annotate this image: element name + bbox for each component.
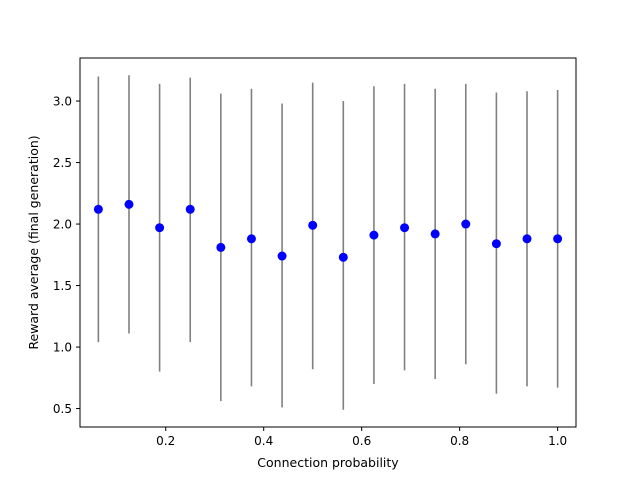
y-tick-label: 2.5 <box>53 156 72 170</box>
x-tick-label: 0.4 <box>254 434 273 448</box>
data-point <box>430 229 440 239</box>
data-point <box>461 219 471 229</box>
errorbar-layer <box>97 75 559 410</box>
x-tick-label: 1.0 <box>548 434 567 448</box>
y-tick-label: 3.0 <box>53 95 72 109</box>
y-tick-label: 0.5 <box>53 402 72 416</box>
data-point <box>308 220 318 230</box>
axes-frame <box>79 57 577 428</box>
data-point <box>369 230 379 240</box>
x-axis-ticks: 0.2 0.4 0.6 0.8 1.0 <box>156 427 567 448</box>
x-tick-label: 0.6 <box>352 434 371 448</box>
y-axis-ticks: 0.5 1.0 1.5 2.0 2.5 3.0 <box>53 95 80 416</box>
x-tick-label: 0.8 <box>450 434 469 448</box>
data-point <box>400 223 410 233</box>
data-point <box>93 204 103 214</box>
data-point <box>155 223 165 233</box>
x-axis-label: Connection probability <box>257 455 399 470</box>
data-point <box>216 242 226 252</box>
data-point <box>338 252 348 262</box>
data-point <box>491 239 501 249</box>
data-point <box>522 234 532 244</box>
y-axis-label: Reward average (final generation) <box>26 135 41 349</box>
data-point <box>246 234 256 244</box>
data-point <box>277 251 287 261</box>
y-tick-label: 1.5 <box>53 279 72 293</box>
point-layer <box>93 199 563 262</box>
data-point <box>553 234 563 244</box>
data-point <box>185 204 195 214</box>
x-tick-label: 0.2 <box>156 434 175 448</box>
y-tick-label: 2.0 <box>53 218 72 232</box>
y-tick-label: 1.0 <box>53 341 72 355</box>
data-point <box>124 199 134 209</box>
